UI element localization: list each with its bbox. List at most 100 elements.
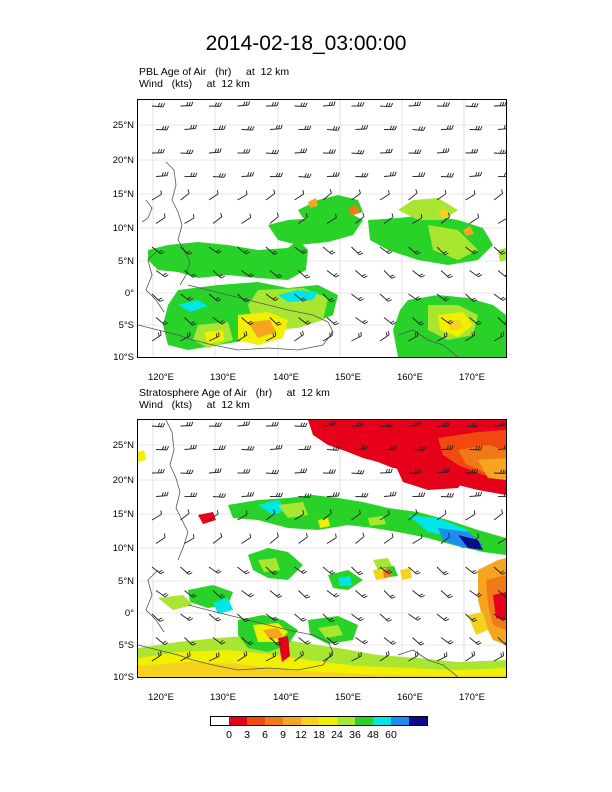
wind-barb [326, 317, 339, 326]
wind-barb [151, 613, 164, 622]
wind-barb [180, 613, 193, 621]
wind-barb [383, 125, 397, 131]
wind-barb [493, 293, 506, 301]
colorbar-swatch [265, 717, 283, 725]
wind-barb [351, 422, 365, 427]
wind-barb [155, 491, 169, 497]
panel2-coastlines [138, 420, 459, 677]
wind-barb [237, 469, 251, 474]
wind-barb [440, 317, 454, 325]
wind-barb [493, 331, 505, 342]
wind-barb [436, 293, 450, 302]
wind-barb [412, 270, 425, 278]
wind-barb [383, 445, 397, 451]
wind-barb [151, 331, 162, 342]
wind-barb [155, 270, 169, 278]
wind-barb [180, 331, 191, 342]
wind-barb [497, 590, 506, 598]
wind-barb [469, 637, 482, 645]
wind-barb [383, 171, 397, 177]
wind-barb [469, 590, 483, 598]
wind-barb [436, 652, 448, 662]
wind-barb [436, 102, 450, 107]
wind-barb [379, 510, 390, 521]
wind-barb [294, 422, 308, 428]
panel1-lon-label-130e: 130°E [210, 372, 236, 383]
wind-barb [436, 148, 450, 154]
panel1-lon-label-120e: 120°E [148, 372, 174, 383]
wind-barb [408, 421, 422, 427]
wind-barb [412, 637, 425, 646]
wind-barb [412, 126, 426, 131]
wind-barb [237, 651, 248, 662]
wind-barb [379, 330, 390, 342]
panel1-lon-label-140e: 140°E [273, 372, 299, 383]
wind-barb [355, 172, 369, 178]
wind-barb [412, 590, 425, 598]
wind-barb [326, 446, 341, 451]
wind-barb [469, 533, 480, 544]
colorbar-label: 3 [244, 729, 250, 741]
wind-barb [351, 469, 365, 475]
wind-barb [408, 613, 422, 621]
wind-barb [497, 637, 506, 646]
wind-barb [469, 317, 482, 325]
wind-barb [326, 213, 337, 224]
wind-barb [322, 421, 336, 427]
wind-barb [355, 317, 369, 325]
panel2-title-line2: Wind (kts) at 12 km [139, 399, 250, 411]
wind-barb [151, 566, 165, 575]
wind-barb [493, 149, 506, 155]
wind-barb [208, 509, 219, 521]
wind-barb [326, 270, 340, 278]
wind-barb [298, 445, 312, 450]
wind-barb [294, 330, 304, 342]
colorbar-swatch [355, 717, 373, 725]
panel1-lat-label-25n: 25°N [112, 120, 134, 131]
wind-barb [440, 270, 453, 279]
wind-barb [412, 492, 426, 497]
wind-barb [412, 213, 423, 224]
panel2-age-of-air-shading [138, 420, 506, 677]
wind-barb [436, 566, 449, 576]
wind-barb [351, 613, 364, 622]
wind-barb [294, 510, 305, 521]
wind-barb [241, 213, 252, 224]
colorbar-swatch [337, 717, 355, 725]
wind-barb [379, 613, 392, 622]
wind-barb [355, 590, 368, 599]
panel2-lon-label-160e: 160°E [397, 692, 423, 703]
wind-barb [351, 566, 364, 576]
wind-barb [465, 148, 479, 154]
wind-barb [151, 510, 162, 521]
wind-barb [469, 213, 480, 224]
wind-barb [298, 173, 312, 178]
wind-barb [151, 651, 162, 662]
wind-barb [265, 651, 277, 662]
panel1-lat-label-eq: 0° [124, 288, 134, 299]
panel2-title-line1: Stratosphere Age of Air (hr) at 12 km [139, 387, 330, 399]
wind-barb [269, 492, 283, 498]
wind-barb [237, 421, 250, 427]
wind-barb [208, 332, 220, 342]
wind-barb [322, 149, 336, 154]
wind-barb [493, 509, 504, 521]
wind-barb [493, 246, 506, 255]
colorbar-label: 48 [367, 729, 379, 741]
wind-barb [269, 124, 283, 130]
colorbar [210, 716, 428, 726]
wind-barb [351, 189, 361, 201]
wind-barb [241, 590, 254, 598]
wind-barb [436, 422, 450, 427]
wind-barb [412, 317, 425, 326]
wind-barb [493, 566, 506, 575]
wind-barb [322, 613, 335, 623]
wind-barb [151, 468, 165, 474]
wind-barb [465, 422, 479, 428]
wind-barb [237, 246, 250, 255]
wind-barb [355, 212, 365, 224]
wind-barb [180, 293, 193, 301]
wind-barb [241, 125, 255, 131]
wind-barb [351, 651, 362, 662]
wind-barb [465, 566, 478, 575]
